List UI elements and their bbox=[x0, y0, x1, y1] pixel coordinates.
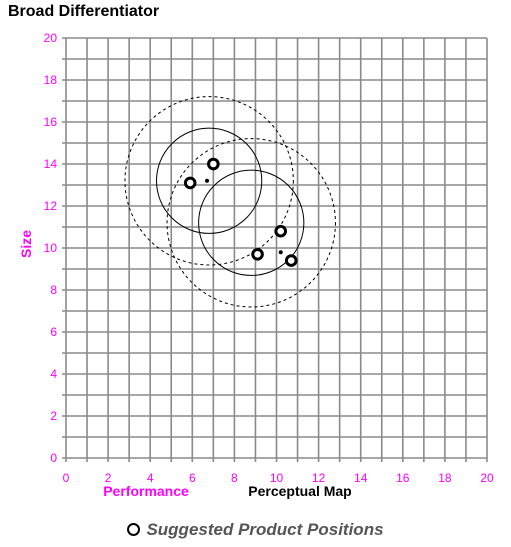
y-tick-label: 18 bbox=[44, 73, 58, 87]
perceptual-map-chart: 0 2 4 6 8 10 12 14 16 18 20 0 2 4 6 8 10 12 14 16 18 20 Perfo… bbox=[18, 31, 494, 499]
x-tick-label: 10 bbox=[270, 471, 284, 485]
x-tick-label: 18 bbox=[438, 471, 452, 485]
product-marker bbox=[251, 248, 264, 261]
data-points bbox=[183, 157, 298, 267]
x-tick-label: 0 bbox=[63, 471, 70, 485]
y-tick-label: 6 bbox=[50, 325, 57, 339]
grid bbox=[62, 37, 488, 462]
y-tick-label: 2 bbox=[50, 409, 57, 423]
x-tick-label: 20 bbox=[480, 471, 494, 485]
y-tick-label: 16 bbox=[44, 115, 58, 129]
tick-labels: 0 2 4 6 8 10 12 14 16 18 20 0 2 4 6 8 10 12 14 16 18 20 bbox=[44, 31, 494, 485]
segment-inner-circle bbox=[156, 127, 263, 234]
ring-marker-icon bbox=[127, 523, 141, 536]
x-tick-label: 14 bbox=[354, 471, 368, 485]
ideal-point-dot bbox=[205, 178, 210, 183]
product-marker bbox=[207, 157, 220, 171]
segment-outer-circle bbox=[124, 96, 294, 266]
legend-label: Suggested Product Positions bbox=[146, 520, 384, 539]
segment-inner-circle bbox=[198, 169, 305, 276]
legend: Suggested Product Positions bbox=[0, 520, 511, 540]
y-tick-label: 12 bbox=[44, 199, 58, 213]
y-tick-label: 20 bbox=[44, 31, 58, 45]
product-marker bbox=[274, 224, 288, 238]
x-tick-label: 16 bbox=[396, 471, 410, 485]
chart-title: Perceptual Map bbox=[248, 483, 351, 499]
x-tick-label: 6 bbox=[189, 471, 196, 485]
product-marker bbox=[284, 254, 298, 267]
y-tick-label: 0 bbox=[50, 451, 57, 465]
segment-outer-circle bbox=[166, 138, 336, 308]
y-tick-label: 8 bbox=[50, 283, 57, 297]
product-marker bbox=[183, 176, 197, 190]
y-tick-label: 14 bbox=[44, 157, 58, 171]
x-tick-label: 4 bbox=[147, 471, 154, 485]
y-tick-label: 10 bbox=[44, 241, 58, 255]
x-tick-label: 2 bbox=[105, 471, 112, 485]
y-axis-label: Size bbox=[18, 230, 34, 258]
ideal-point-dot bbox=[278, 250, 283, 255]
segment-circles bbox=[124, 96, 336, 308]
y-tick-label: 4 bbox=[50, 367, 57, 381]
x-axis-label: Performance bbox=[103, 483, 189, 499]
x-tick-label: 12 bbox=[312, 471, 326, 485]
page-title: Broad Differentiator bbox=[8, 3, 160, 20]
x-tick-label: 8 bbox=[231, 471, 238, 485]
